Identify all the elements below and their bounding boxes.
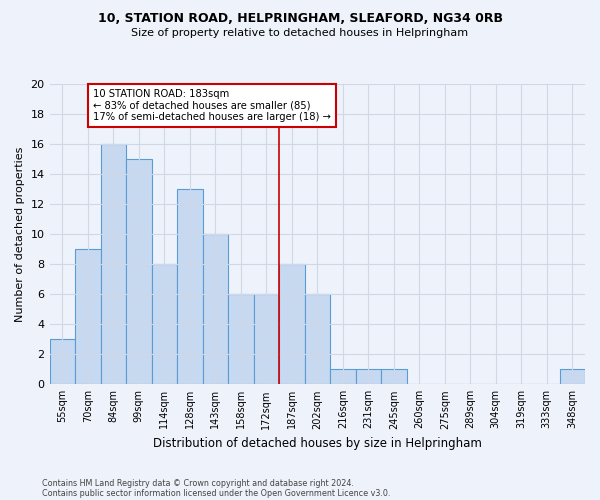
X-axis label: Distribution of detached houses by size in Helpringham: Distribution of detached houses by size … — [153, 437, 482, 450]
Text: 10 STATION ROAD: 183sqm
← 83% of detached houses are smaller (85)
17% of semi-de: 10 STATION ROAD: 183sqm ← 83% of detache… — [93, 88, 331, 122]
Bar — [305, 294, 330, 384]
Bar — [356, 370, 381, 384]
Bar — [330, 370, 356, 384]
Bar — [75, 249, 101, 384]
Text: Size of property relative to detached houses in Helpringham: Size of property relative to detached ho… — [131, 28, 469, 38]
Bar — [126, 159, 152, 384]
Bar — [279, 264, 305, 384]
Text: Contains HM Land Registry data © Crown copyright and database right 2024.: Contains HM Land Registry data © Crown c… — [42, 478, 354, 488]
Bar — [560, 370, 585, 384]
Text: 10, STATION ROAD, HELPRINGHAM, SLEAFORD, NG34 0RB: 10, STATION ROAD, HELPRINGHAM, SLEAFORD,… — [97, 12, 503, 26]
Bar — [203, 234, 228, 384]
Bar — [177, 189, 203, 384]
Bar — [152, 264, 177, 384]
Bar — [101, 144, 126, 384]
Text: Contains public sector information licensed under the Open Government Licence v3: Contains public sector information licen… — [42, 488, 391, 498]
Bar — [50, 340, 75, 384]
Bar — [228, 294, 254, 384]
Y-axis label: Number of detached properties: Number of detached properties — [15, 146, 25, 322]
Bar — [381, 370, 407, 384]
Bar — [254, 294, 279, 384]
